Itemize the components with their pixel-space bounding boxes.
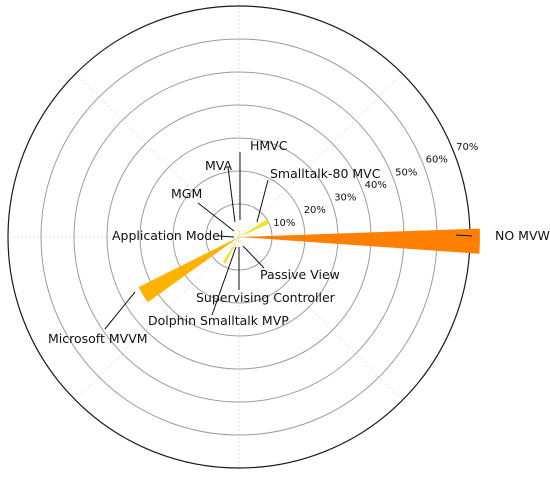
r-tick-label: 70% <box>456 142 478 153</box>
category-label: Application Model <box>112 228 223 243</box>
category-label: HMVC <box>250 138 288 153</box>
bar-hmvc <box>239 230 240 237</box>
bar-no-mvw <box>239 228 480 254</box>
category-label: NO MVW <box>495 228 550 243</box>
r-tick-label: 40% <box>365 180 387 191</box>
label-leader-line <box>211 246 237 316</box>
label-leader-line <box>197 202 235 232</box>
bar-mgm <box>236 234 239 237</box>
label-leader-line <box>218 235 235 238</box>
bar-mva <box>238 233 239 237</box>
category-label: MGM <box>171 186 202 201</box>
r-tick-label: 30% <box>334 193 356 204</box>
category-label: Smalltalk-80 MVC <box>270 166 381 181</box>
angular-gridline <box>75 236 240 401</box>
r-tick-label: 60% <box>426 155 448 166</box>
category-label: MVA <box>205 158 233 173</box>
label-leader-line <box>256 179 269 223</box>
label-leader-line <box>455 234 473 237</box>
category-label: Microsoft MVVM <box>48 331 148 346</box>
bar-dolphin-smalltalk-mvp <box>222 237 239 264</box>
label-leader-line <box>227 166 236 223</box>
angular-gridline <box>75 73 240 238</box>
angular-gridline <box>238 236 403 401</box>
category-label: Passive View <box>260 267 340 282</box>
label-leader-line <box>242 245 265 269</box>
label-leader-line <box>104 291 136 330</box>
bar-supervising-controller <box>237 237 239 244</box>
r-tick-label: 20% <box>304 205 326 216</box>
r-tick-label: 50% <box>395 167 417 178</box>
category-label: Dolphin Smalltalk MVP <box>148 313 289 328</box>
r-tick-label: 10% <box>273 218 295 229</box>
angular-gridline <box>238 73 403 238</box>
bar-smalltalk-80-mvc <box>239 219 270 237</box>
bar-passive-view <box>239 237 242 244</box>
category-label: Supervising Controller <box>196 290 336 305</box>
bar-microsoft-mvvm <box>138 237 239 303</box>
